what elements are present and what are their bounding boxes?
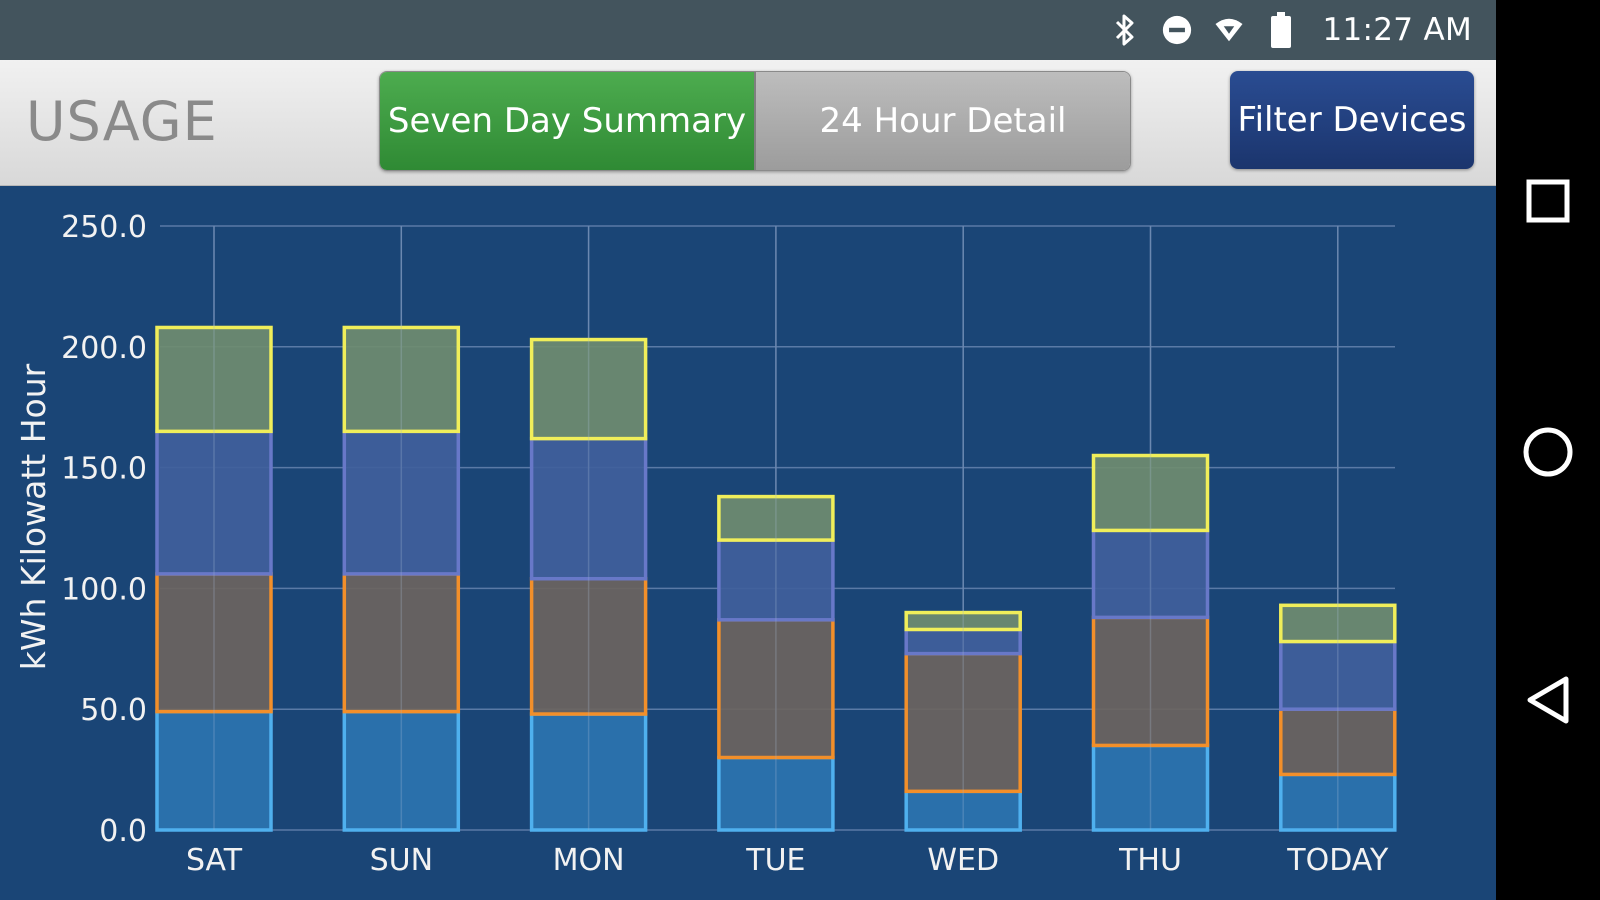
bar-segment-thu-2[interactable] <box>1091 528 1210 620</box>
bar-segment-sat-3[interactable] <box>155 325 273 434</box>
filter-devices-button[interactable]: Filter Devices <box>1230 71 1474 169</box>
tab-24-hour-detail[interactable]: 24 Hour Detail <box>754 72 1130 170</box>
x-category-label: MON <box>553 843 625 878</box>
bar-segment-thu-0[interactable] <box>1091 743 1210 832</box>
y-tick-label: 200.0 <box>61 331 147 366</box>
y-tick-label: 50.0 <box>80 693 147 728</box>
x-category-label: THU <box>1118 843 1182 878</box>
app-header: USAGE Seven Day Summary 24 Hour Detail F… <box>0 60 1496 186</box>
bar-segment-sun-0[interactable] <box>342 709 461 832</box>
tab-seven-day-summary[interactable]: Seven Day Summary <box>380 72 754 170</box>
navigation-bar <box>1496 0 1600 900</box>
bar-segment-today-1[interactable] <box>1279 707 1397 777</box>
view-toggle: Seven Day Summary 24 Hour Detail <box>379 71 1131 171</box>
bar-segment-sun-1[interactable] <box>342 572 461 714</box>
do-not-disturb-icon <box>1162 13 1192 47</box>
bar-segment-sun-3[interactable] <box>342 325 461 434</box>
bar-segment-mon-3[interactable] <box>529 337 648 441</box>
bar-segment-wed-3[interactable] <box>904 610 1022 632</box>
chart-bars <box>155 226 1397 832</box>
app-screen: 11:27 AM USAGE Seven Day Summary 24 Hour… <box>0 0 1496 900</box>
y-tick-label: 250.0 <box>61 210 147 245</box>
usage-chart: 0.0 50.0 100.0 150.0 200.0 250.0 SAT SUN MON TUE… <box>0 186 1496 900</box>
usage-chart-svg: 0.0 50.0 100.0 150.0 200.0 250.0 SAT SUN MON TUE… <box>14 210 1397 878</box>
bar-segment-wed-2[interactable] <box>904 627 1022 656</box>
recents-square-icon[interactable] <box>1520 173 1576 229</box>
status-time: 11:27 AM <box>1322 12 1472 48</box>
bar-segment-today-3[interactable] <box>1279 603 1397 644</box>
bar-segment-mon-0[interactable] <box>529 712 648 832</box>
wifi-icon <box>1214 13 1244 47</box>
page-title: USAGE <box>26 90 218 153</box>
bar-segment-sat-2[interactable] <box>155 429 273 576</box>
x-category-label: WED <box>927 843 999 878</box>
x-category-label: TUE <box>745 843 805 878</box>
bar-segment-wed-0[interactable] <box>904 789 1022 832</box>
y-axis-tick-labels: 0.0 50.0 100.0 150.0 200.0 250.0 <box>61 210 147 849</box>
status-bar: 11:27 AM <box>0 0 1496 60</box>
bar-segment-thu-3[interactable] <box>1091 453 1210 533</box>
x-category-label: SUN <box>370 843 433 878</box>
bar-segment-tue-3[interactable] <box>717 494 835 542</box>
bluetooth-icon <box>1110 13 1140 47</box>
bar-segment-today-2[interactable] <box>1279 639 1397 711</box>
bar-segment-mon-2[interactable] <box>529 436 648 581</box>
battery-icon <box>1266 12 1296 48</box>
x-category-label: SAT <box>186 843 243 878</box>
home-circle-icon[interactable] <box>1520 424 1576 480</box>
x-category-label: TODAY <box>1286 843 1389 878</box>
y-axis-title: kWh Kilowatt Hour <box>14 363 53 670</box>
bar-segment-tue-1[interactable] <box>717 618 835 760</box>
bar-segment-tue-0[interactable] <box>717 755 835 832</box>
bar-segment-sat-0[interactable] <box>155 709 273 832</box>
back-triangle-icon[interactable] <box>1520 672 1576 728</box>
y-tick-label: 0.0 <box>99 814 147 849</box>
y-tick-label: 150.0 <box>61 452 147 487</box>
y-tick-label: 100.0 <box>61 572 147 607</box>
x-axis-category-labels: SAT SUN MON TUE WED THU TODAY <box>186 843 1389 878</box>
